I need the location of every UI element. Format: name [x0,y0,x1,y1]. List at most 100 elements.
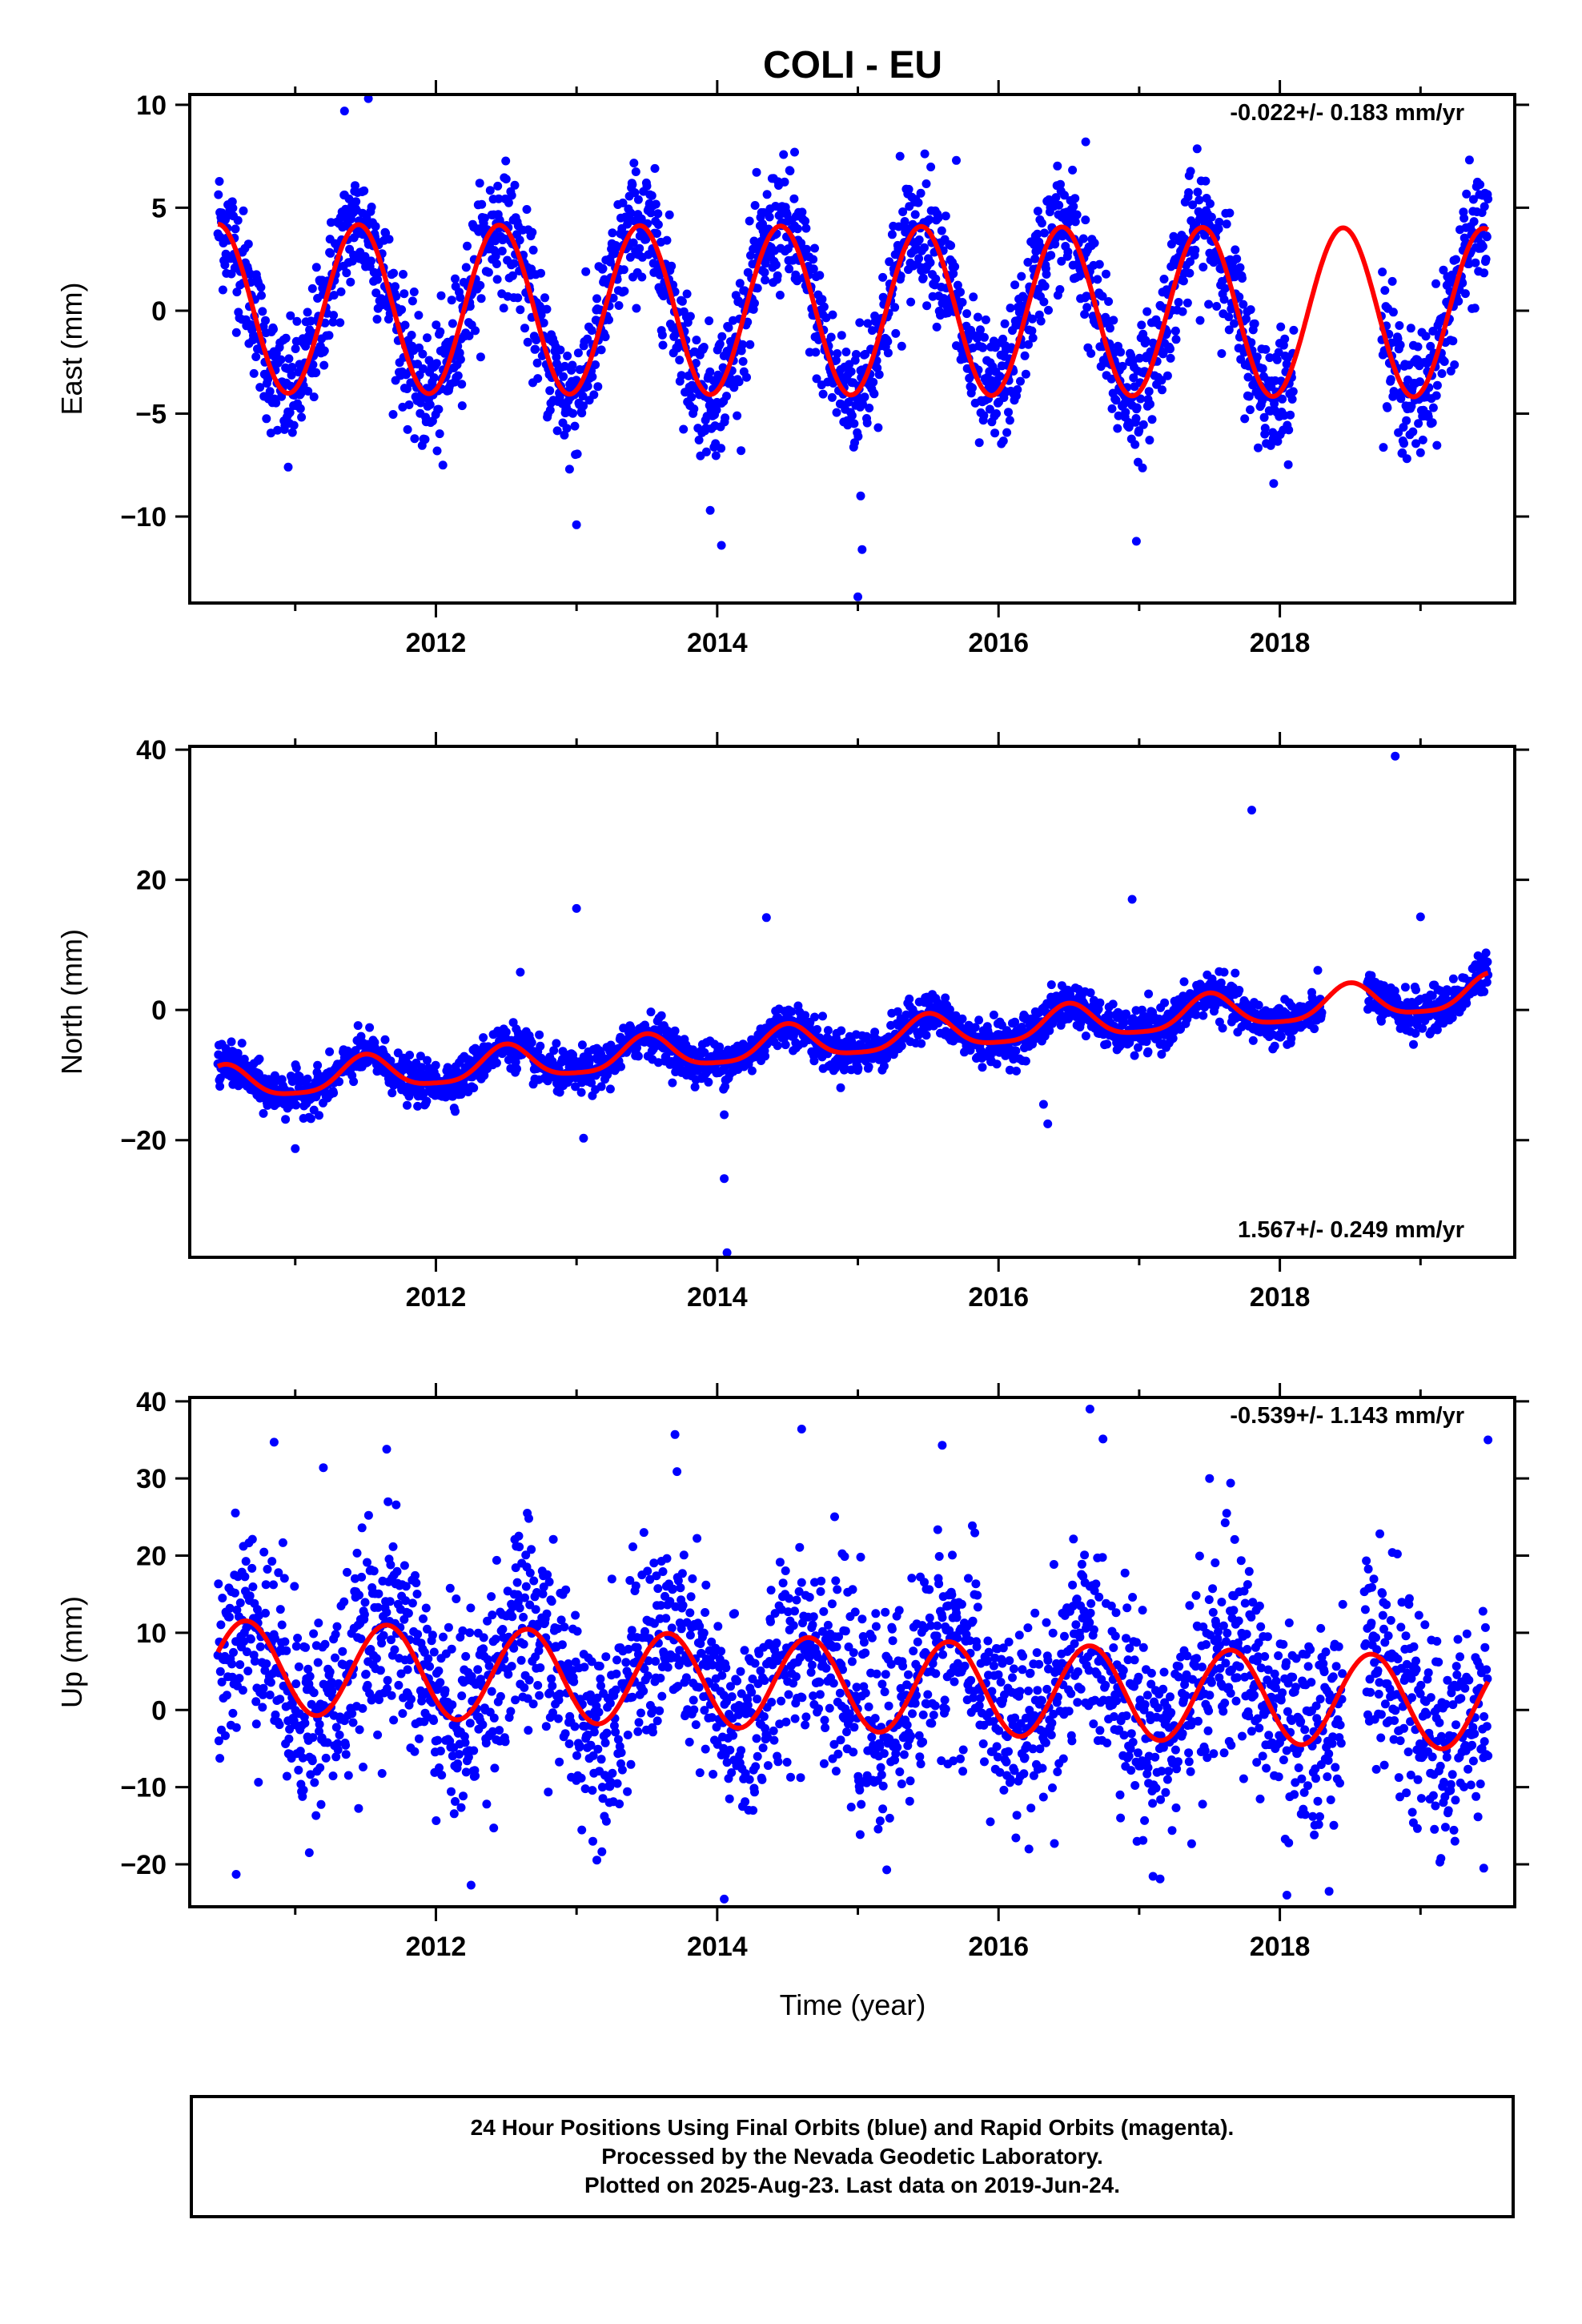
data-point [451,1107,460,1116]
data-point [303,387,313,396]
y-tick-label: −10 [120,502,167,533]
data-point [233,215,243,225]
data-point [1482,978,1492,987]
data-point [837,1026,846,1035]
data-point [230,1588,239,1598]
data-point [1093,275,1102,284]
data-point [536,268,545,278]
data-point [281,333,291,343]
data-point [422,1096,432,1106]
data-point [1238,274,1247,283]
data-point [257,291,266,300]
outlier-point [572,903,581,913]
data-point [491,251,500,261]
data-point [372,315,382,324]
data-point [523,337,532,347]
data-point [475,179,484,188]
data-point [734,377,744,387]
data-point [612,243,621,252]
data-point [229,1647,238,1657]
data-point [420,435,430,444]
data-point [864,1062,873,1072]
data-point [781,1040,790,1050]
data-point [227,1037,236,1047]
y-tick-label: 0 [151,296,167,327]
data-point [241,1557,251,1566]
data-point [941,993,950,1003]
data-point [934,213,943,223]
data-point [1005,1065,1014,1075]
data-point [1439,357,1449,366]
data-point [1168,1034,1178,1043]
data-point [215,1754,225,1763]
data-point [218,1594,227,1602]
data-point [335,1077,343,1087]
data-point [1021,369,1030,379]
data-point [528,245,538,255]
data-point [1199,263,1208,271]
data-point [484,267,493,277]
data-point [365,1023,375,1032]
data-point [311,368,321,377]
data-point [1231,245,1240,255]
data-point [568,360,577,370]
data-point [1086,988,1095,998]
data-point [745,340,755,349]
data-point [657,330,667,340]
data-point [1447,1013,1457,1023]
data-point [520,324,529,333]
data-point [1141,336,1150,345]
data-point [492,275,502,284]
data-point [951,1011,961,1020]
data-point [1313,966,1323,975]
data-point [1002,428,1012,437]
data-point [1086,348,1096,358]
data-point [297,412,307,422]
data-point [477,199,487,209]
data-point [1287,1034,1296,1043]
data-point [1130,440,1140,449]
data-point [828,310,837,320]
data-point [1095,998,1105,1007]
data-point [1106,324,1114,333]
data-point [858,400,867,409]
data-point [937,226,946,235]
data-point [501,175,511,184]
data-point [1232,254,1242,263]
data-point [775,291,785,300]
data-point [949,269,958,279]
data-point [1186,257,1195,267]
data-point [256,283,266,292]
data-point [239,206,248,215]
data-point [941,211,950,221]
data-point [400,289,409,299]
data-point [249,368,259,378]
data-point [737,446,746,456]
data-point [1129,373,1138,383]
data-point [1415,377,1424,387]
data-point [571,1082,580,1092]
data-point [823,1026,833,1035]
data-point [743,317,753,327]
data-point [608,293,618,303]
data-point [978,343,988,352]
data-point [1134,353,1144,363]
data-point [1054,200,1064,210]
data-point [817,295,827,304]
data-point [397,305,407,315]
data-point [533,374,543,384]
data-point [1270,399,1279,408]
data-point [809,264,818,274]
data-point [1259,412,1269,422]
data-point [391,292,401,301]
data-point [572,449,582,459]
data-point [667,261,677,271]
data-point [1481,948,1491,958]
data-point [1464,259,1474,268]
x-tick-label: 2016 [968,628,1029,658]
outlier-point [1081,137,1090,147]
x-tick-label: 2014 [687,628,748,658]
data-point [885,257,894,267]
data-point [869,377,878,387]
data-point [235,1674,244,1683]
